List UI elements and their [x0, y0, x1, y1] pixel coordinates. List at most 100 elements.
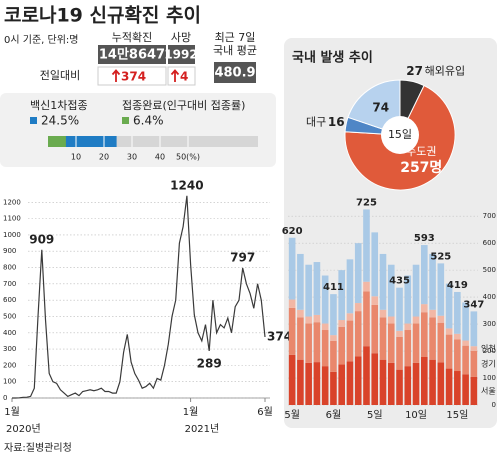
- bar-segment: [321, 330, 329, 367]
- slice-value: 27: [406, 64, 423, 78]
- y-tick-label: 100: [483, 374, 496, 382]
- bar-segment: [462, 374, 469, 405]
- bar-segment: [404, 330, 412, 367]
- bar-segment: [371, 353, 379, 405]
- y-tick-label: 700: [3, 280, 16, 288]
- slice-value: 74: [372, 101, 389, 115]
- stat-value: 480.9: [214, 66, 255, 81]
- bar-segment: [429, 317, 436, 360]
- bar-segment: [346, 361, 354, 405]
- stat-value: 14만8647: [99, 47, 165, 63]
- bar-segment: [462, 345, 469, 375]
- bar-segment: [305, 323, 312, 363]
- y-tick-label: 1000: [3, 231, 21, 239]
- bar-segment: [297, 253, 304, 310]
- legend-swatch: [122, 117, 129, 124]
- bar-segment: [313, 314, 321, 323]
- bar-segment: [321, 323, 329, 331]
- bar-segment: [396, 369, 403, 405]
- bar-segment: [354, 356, 362, 405]
- bar-segment: [404, 275, 412, 324]
- bar-segment: [379, 309, 387, 318]
- bar-segment: [454, 333, 461, 340]
- bar-segment: [429, 309, 436, 318]
- bar-segment: [462, 302, 469, 341]
- bar-segment: [429, 253, 436, 310]
- panel-title: 국내 발생 추이: [292, 50, 373, 66]
- stat-box: [214, 62, 256, 83]
- bar-segment: [462, 340, 469, 346]
- bar-segment: [437, 362, 445, 405]
- total-label: 593: [414, 233, 435, 244]
- legend-value: 24.5%: [41, 114, 79, 128]
- year-label: 2021년: [185, 423, 220, 435]
- x-tick-label: 5일: [367, 409, 383, 421]
- bar-segment: [421, 304, 428, 313]
- up-arrow: [170, 69, 180, 82]
- bar-segment: [412, 316, 420, 324]
- y-tick-label: 500: [3, 312, 16, 320]
- slice-value: 257명: [400, 159, 442, 176]
- bar-segment: [437, 315, 445, 323]
- bar-segment: [387, 323, 395, 363]
- bar-segment: [421, 245, 428, 305]
- stat-box: [168, 45, 195, 64]
- bar-segment: [354, 311, 362, 357]
- bar-segment: [313, 262, 321, 315]
- stat-label: 최근 7일: [215, 30, 256, 44]
- bar-segment: [387, 264, 395, 317]
- value-label: 909: [29, 232, 54, 246]
- value-label: 797: [230, 251, 255, 265]
- bar-segment: [288, 299, 296, 308]
- bar-segment: [313, 322, 321, 363]
- bar-segment: [379, 359, 387, 405]
- stat-label: 국내 평균: [213, 44, 257, 57]
- bar-segment: [404, 366, 412, 405]
- total-label: 435: [389, 276, 410, 287]
- stat-label: 누적확진: [112, 31, 152, 44]
- bar-segment: [445, 334, 453, 369]
- value-label: 374: [267, 330, 292, 344]
- bar-segment: [379, 253, 387, 310]
- x-tick-label: 1월: [4, 406, 20, 418]
- bar-segment: [470, 311, 478, 347]
- total-label: 347: [463, 299, 484, 310]
- total-label: 525: [430, 251, 451, 262]
- y-tick-label: 300: [3, 345, 16, 353]
- bar-segment: [396, 330, 403, 337]
- stat-label: 사망: [171, 31, 191, 44]
- progress-track: [48, 136, 258, 147]
- y-tick-label: 0: [3, 394, 7, 402]
- vaccine-panel: [0, 93, 276, 167]
- total-label: 725: [356, 197, 377, 208]
- slice-name: 수도권: [406, 145, 436, 158]
- center-label: 15일: [388, 127, 412, 141]
- bar-segment: [429, 359, 436, 405]
- bar-segment: [470, 350, 478, 377]
- slice-name: 대구: [306, 116, 326, 129]
- legend-value: 6.4%: [133, 114, 164, 128]
- y-tick-label: 200: [483, 347, 496, 355]
- bar-segment: [288, 237, 296, 300]
- bar-segment: [305, 264, 312, 317]
- bar-segment: [338, 326, 345, 365]
- bar-segment: [346, 313, 354, 321]
- note: 0시 기준, 단위:명: [4, 33, 78, 46]
- y-tick-label: 200: [3, 361, 16, 369]
- source: 자료:질병관리청: [4, 442, 72, 454]
- bar-segment: [363, 281, 370, 292]
- bar-segment: [445, 368, 453, 405]
- change-value: 374: [121, 70, 146, 84]
- bar-segment: [470, 376, 478, 405]
- stat-value: 1992: [164, 48, 197, 62]
- year-label: 2020년: [6, 423, 41, 435]
- bar-segment: [445, 328, 453, 335]
- y-tick-label: 800: [3, 264, 16, 272]
- legend-label: 접종완료(인구대비 접종률): [122, 99, 245, 112]
- bar-segment: [437, 263, 445, 316]
- y-tick-label: 0: [492, 401, 496, 409]
- line: [12, 195, 266, 399]
- bar-segment: [445, 283, 453, 329]
- bar-segment: [313, 362, 321, 405]
